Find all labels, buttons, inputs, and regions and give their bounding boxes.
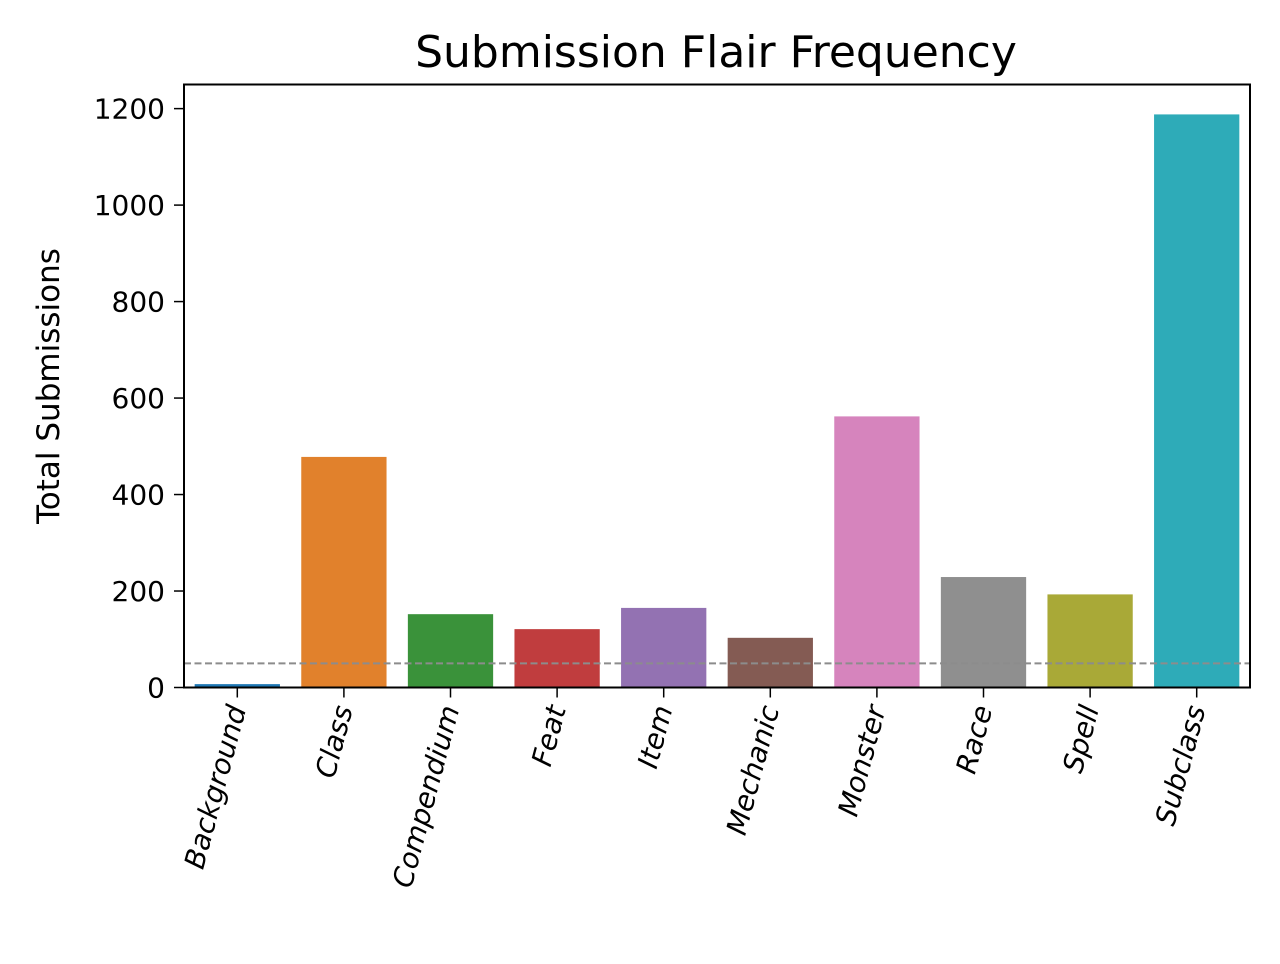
- bar-compendium: [407, 614, 494, 688]
- bar-item: [621, 607, 707, 688]
- x-tick-label: Race: [949, 702, 999, 777]
- x-tick-label: Feat: [525, 701, 573, 770]
- x-tick-label: Compendium: [386, 702, 466, 891]
- x-axis: Background Class Compendium Feat Item Mechani…: [178, 687, 1213, 891]
- x-tick-label: Class: [309, 702, 360, 782]
- chart-title: Submission Flair Frequency: [415, 27, 1017, 78]
- bar-background: [194, 684, 280, 688]
- bar-race: [940, 577, 1027, 688]
- x-tick-label: Monster: [831, 700, 893, 819]
- bars-layer: [194, 114, 1240, 688]
- plot-frame: [183, 83, 1251, 689]
- y-tick-label: 0: [147, 672, 165, 705]
- y-tick-label: 600: [112, 382, 165, 415]
- y-tick-label: 800: [112, 286, 165, 319]
- bar-spell: [1047, 594, 1133, 688]
- x-tick-label: Subclass: [1149, 702, 1213, 829]
- x-tick-label: Item: [631, 702, 679, 772]
- y-tick-label: 200: [112, 575, 165, 608]
- bar-class: [301, 456, 387, 688]
- y-axis: 0 200 400 600 800 1000 1200: [94, 93, 184, 705]
- bar-feat: [514, 629, 600, 688]
- y-tick-label: 1200: [94, 93, 165, 126]
- y-axis-label: Total Submissions: [31, 248, 67, 525]
- x-tick-label: Spell: [1056, 702, 1106, 777]
- x-tick-label: Mechanic: [720, 701, 786, 838]
- bar-mechanic: [727, 637, 813, 688]
- bar-subclass: [1154, 114, 1240, 688]
- y-tick-label: 400: [112, 479, 165, 512]
- y-tick-label: 1000: [94, 189, 165, 222]
- bar-monster: [834, 416, 920, 688]
- x-tick-label: Background: [178, 702, 253, 873]
